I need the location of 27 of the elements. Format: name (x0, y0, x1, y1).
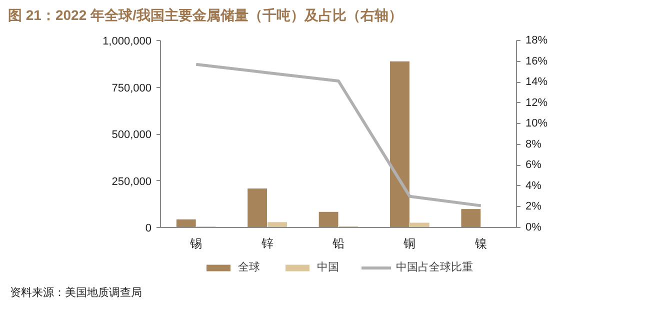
x-tick-label: 锌 (260, 236, 274, 250)
bar (460, 208, 482, 228)
text: 资料来源：美国地质调查局 (10, 286, 142, 301)
x-tick-label: 铅 (332, 236, 344, 250)
y2-tick-label: 6% (526, 159, 542, 172)
line-series (194, 62, 482, 208)
y2-tick-label: 8% (526, 138, 542, 150)
chart-title: 图 21：2022 年全球/我国主要金属储量（千吨）及占比（右轴） (8, 6, 402, 25)
x-tick-label: 镍 (474, 236, 487, 250)
y2-tick-label: 12% (526, 96, 548, 109)
y2-tick-label: 10% (526, 118, 548, 130)
y-tick-label: 0 (145, 222, 152, 234)
y2-tick-label: 14% (526, 76, 548, 88)
legend-label: 中国 (317, 260, 339, 274)
y2-tick-label: 18% (526, 34, 548, 46)
y2-tick-label: 0% (526, 222, 542, 234)
x-tick-label: 锡 (189, 236, 202, 250)
y-tick-label: 1,000,000 (102, 36, 152, 48)
y-tick-label: 500,000 (112, 129, 152, 141)
y2-tick-label: 4% (526, 180, 542, 192)
y2-tick-label: 2% (526, 200, 542, 213)
x-tick-label: 铜 (402, 236, 416, 250)
y2-tick-label: 16% (526, 55, 548, 68)
y-tick-label: 250,000 (112, 176, 152, 188)
y-tick-label: 750,000 (112, 82, 152, 94)
legend-label: 全球 (238, 260, 260, 274)
legend-label: 中国占全球比重 (396, 260, 473, 274)
